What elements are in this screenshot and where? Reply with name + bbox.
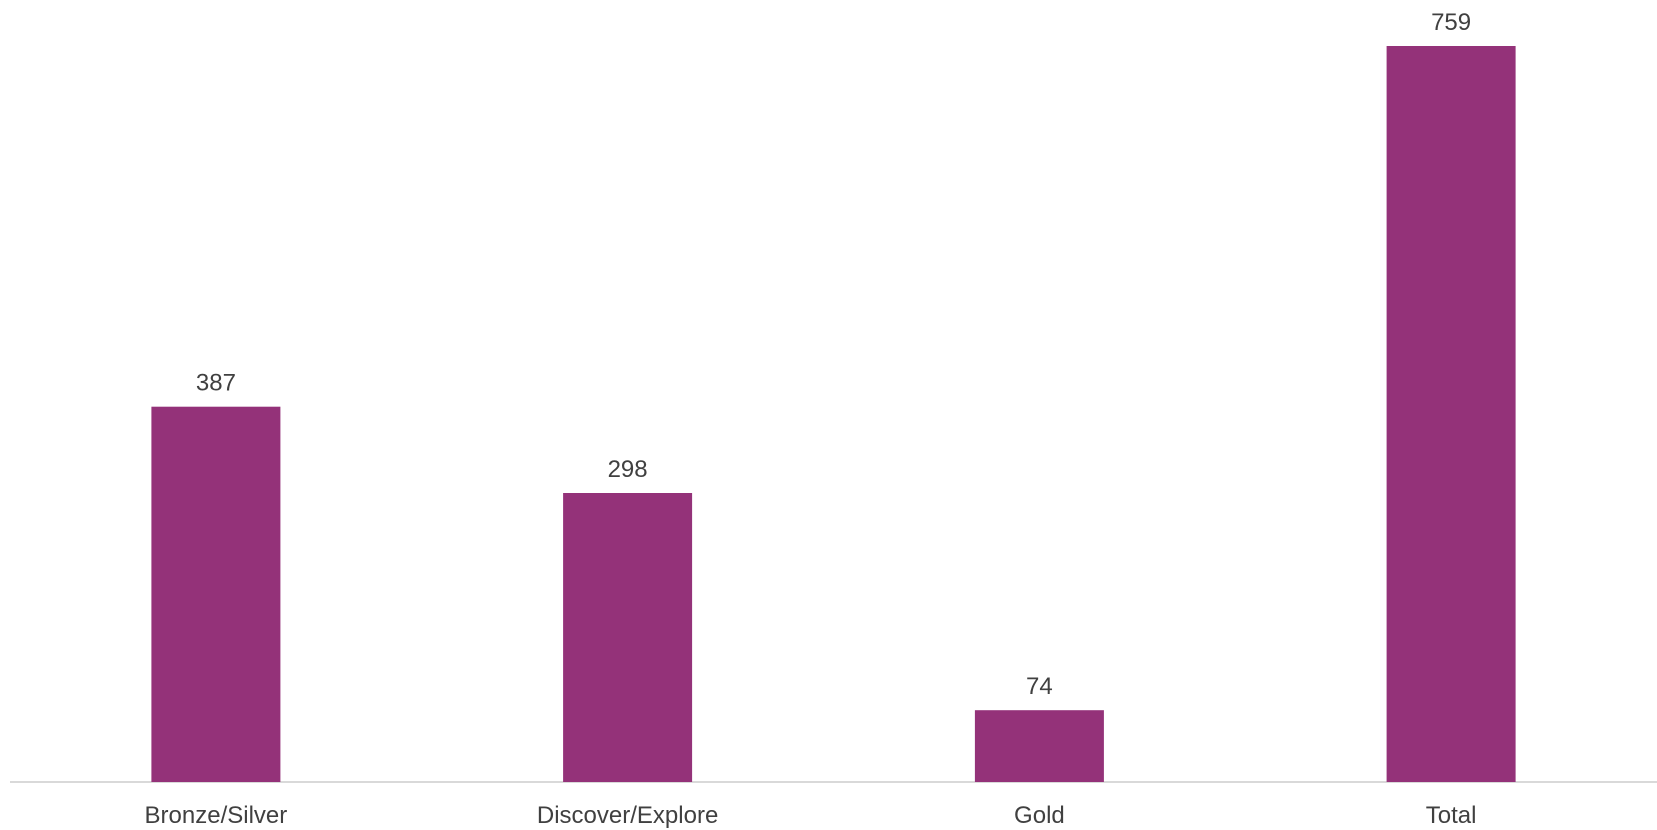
category-label-0: Bronze/Silver [145, 802, 288, 829]
data-label-1: 298 [608, 456, 648, 483]
bar-3 [1386, 46, 1516, 782]
category-labels-group: Bronze/Silver Discover/Explore Gold Total [145, 802, 1477, 829]
data-label-2: 74 [1026, 673, 1053, 700]
bar-0 [151, 406, 281, 782]
data-label-0: 387 [196, 370, 236, 397]
bar-2 [974, 710, 1104, 782]
data-label-3: 759 [1431, 9, 1471, 36]
category-label-1: Discover/Explore [537, 802, 718, 829]
category-label-2: Gold [1014, 802, 1065, 829]
data-labels-group: 387 298 74 759 [196, 9, 1471, 700]
category-label-3: Total [1426, 802, 1477, 829]
bars-group [151, 46, 1516, 782]
bar-1 [563, 493, 693, 782]
